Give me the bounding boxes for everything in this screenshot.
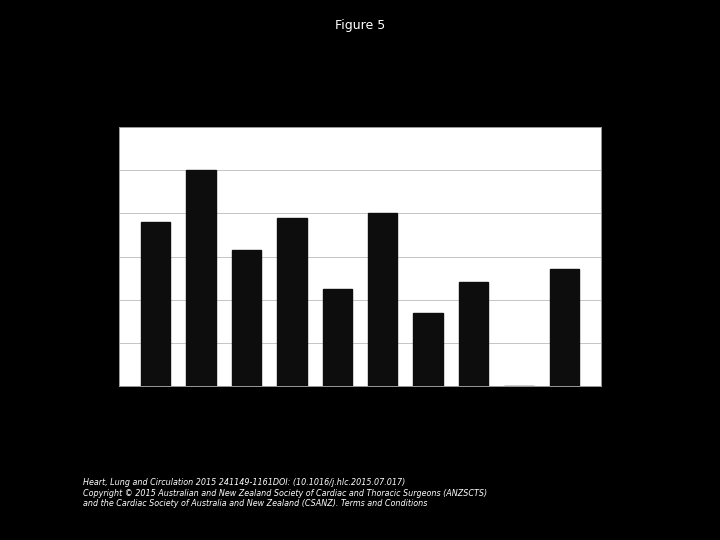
Text: Copyright © 2015 Australian and New Zealand Society of Cardiac and Thoracic Surg: Copyright © 2015 Australian and New Zeal…	[83, 489, 487, 498]
Bar	[186, 170, 216, 386]
Bar	[413, 313, 443, 386]
Text: Figure 5: Figure 5	[335, 19, 385, 32]
Bar	[459, 282, 488, 386]
Text: Heart, Lung and Circulation 2015 241149-1161DOI: (10.1016/j.hlc.2015.07.017): Heart, Lung and Circulation 2015 241149-…	[83, 478, 405, 487]
Bar	[368, 213, 397, 386]
Y-axis label: Percentage: Percentage	[89, 223, 102, 290]
Title: Occurrence of Major Stroke at 30-days: Occurrence of Major Stroke at 30-days	[209, 107, 511, 122]
Bar	[232, 250, 261, 386]
Bar	[550, 269, 580, 386]
Bar	[140, 222, 170, 386]
Bar	[323, 289, 352, 386]
Bar	[277, 218, 307, 386]
Text: and the Cardiac Society of Australia and New Zealand (CSANZ). Terms and Conditio: and the Cardiac Society of Australia and…	[83, 500, 427, 509]
